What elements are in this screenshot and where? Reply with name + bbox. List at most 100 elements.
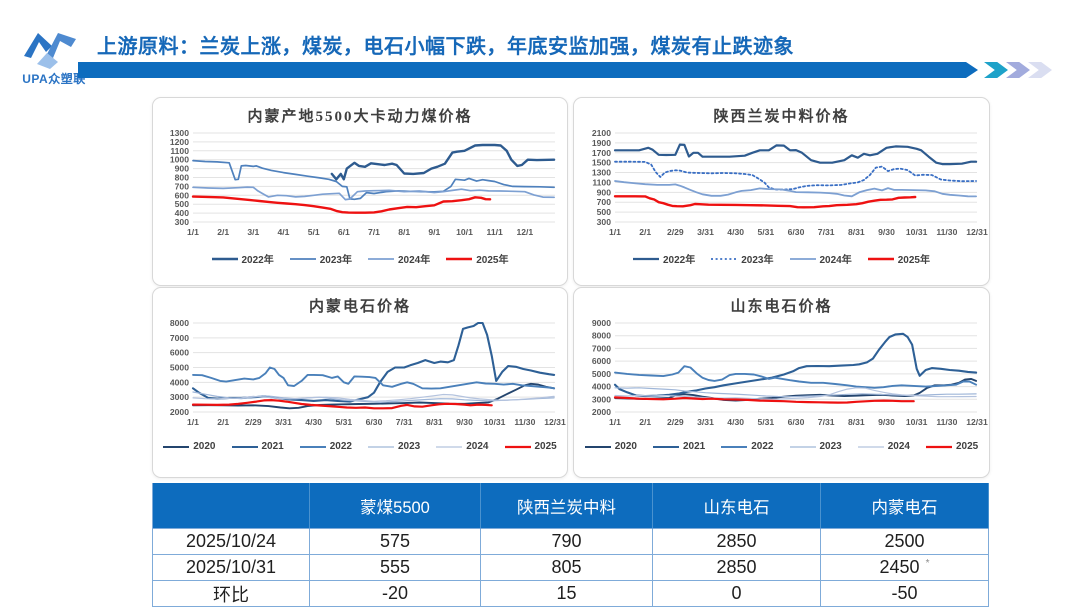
legend-line-icon [867, 257, 894, 260]
x-axis-tick-label: 2/1 [639, 417, 651, 427]
legend-label: 2022年 [663, 255, 696, 266]
chevron-icon [1028, 62, 1052, 78]
series-line-2021 [613, 332, 977, 398]
chart-title: 内蒙产地5500大卡动力煤价格 [247, 109, 473, 125]
x-axis-tick-label: 5/31 [757, 417, 774, 427]
y-axis-tick-label: 3000 [170, 392, 189, 402]
legend-label: 2023 [819, 441, 842, 452]
legend-item-2020: 2020 [584, 441, 637, 452]
x-axis-tick-label: 12/31 [966, 227, 988, 237]
chart-plot-area: 2000 3000 4000 5000 6000 7000 8000 9000 1/1 2/1 2/… [577, 318, 987, 438]
chart-title: 陕西兰炭中料价格 [713, 109, 850, 125]
y-axis-tick-label: 1900 [591, 138, 610, 148]
x-axis-tick-label: 2/29 [245, 417, 262, 427]
x-axis-tick-label: 9/30 [878, 417, 895, 427]
legend-item-2025年: 2025年 [867, 251, 930, 266]
legend-line-icon [857, 445, 884, 448]
chart-legend: 2022年 2023年 2024年 2025年 [574, 251, 989, 266]
legend-label: 2020 [193, 441, 216, 452]
series-line-2025 [191, 398, 493, 410]
legend-item-2022: 2022 [721, 441, 774, 452]
legend-line-icon [436, 445, 463, 448]
legend-item-2020: 2020 [163, 441, 216, 452]
y-axis-tick-label: 7000 [591, 343, 610, 353]
series-line-2023 [192, 391, 555, 404]
legend-label: 2021 [683, 441, 706, 452]
x-axis-tick-label: 6/30 [787, 227, 804, 237]
legend-item-2024: 2024 [857, 441, 910, 452]
table-cell: 2450 * [821, 555, 989, 581]
table-cell: 2850 [653, 529, 821, 555]
table-cell: 2500 [821, 529, 989, 555]
x-axis-tick-label: 11/30 [936, 417, 957, 427]
x-axis-tick-label: 1/1 [187, 417, 199, 427]
legend-label: 2022 [751, 441, 774, 452]
y-axis-tick-label: 1000 [170, 155, 189, 165]
table-cell: 575 [310, 529, 481, 555]
chevron-icon [1006, 62, 1030, 78]
table-header-cell: 山东电石 [653, 483, 821, 529]
series-line-2022年 [330, 143, 556, 181]
y-axis-tick-label: 9000 [591, 318, 610, 328]
y-axis-tick-label: 1500 [591, 158, 610, 168]
x-axis-tick-label: 8/31 [426, 417, 443, 427]
chart-panel-shaanxi-semicoke: 陕西兰炭中料价格 300 500 700 900 1100 1300 1500 1700 190… [573, 97, 990, 286]
legend-label: 2025年 [476, 255, 509, 266]
x-axis-tick-label: 10/1 [456, 227, 473, 237]
table-row-label: 环比 [153, 581, 310, 607]
legend-label: 2023年 [741, 255, 774, 266]
legend-line-icon [289, 257, 316, 260]
x-axis-tick-label: 5/31 [757, 227, 774, 237]
x-axis-tick-label: 7/31 [817, 417, 834, 427]
x-axis-tick-label: 12/1 [516, 227, 533, 237]
table-row-label: 2025/10/31 [153, 555, 310, 581]
x-axis-tick-label: 3/31 [697, 417, 714, 427]
legend-item-2023: 2023 [368, 441, 420, 452]
chart-title: 山东电石价格 [730, 299, 833, 315]
chart-plot-area: 300 500 700 900 1100 1300 1500 1700 1900 2100 1/1 2… [577, 128, 988, 248]
x-axis-tick-label: 6/30 [366, 417, 383, 427]
series-line-2025年 [191, 195, 492, 214]
series-line-2025年 [613, 195, 916, 209]
x-axis-tick-label: 7/1 [368, 227, 380, 237]
y-axis-tick-label: 300 [175, 217, 190, 227]
chart-plot-area: 300 400 500 600 700 800 900 1000 1100 1200 1300 1/1… [156, 128, 564, 248]
legend-line-icon [584, 445, 611, 448]
chevron-icon [984, 62, 1008, 78]
series-line-2024年 [613, 180, 977, 198]
legend-label: 2025 [534, 441, 557, 452]
x-axis-tick-label: 4/1 [278, 227, 290, 237]
x-axis-tick-label: 8/31 [847, 227, 864, 237]
legend-label: 2022年 [241, 255, 274, 266]
y-axis-tick-label: 8000 [591, 331, 610, 341]
x-axis-tick-label: 9/30 [878, 227, 895, 237]
table-row: 2025/10/24 575 790 2850 2500 [153, 529, 989, 555]
page-title: 上游原料：兰炭上涨，煤炭，电石小幅下跌，年底安监加强，煤炭有止跌迹象 [97, 36, 794, 58]
x-axis-tick-label: 3/31 [275, 417, 292, 427]
y-axis-tick-label: 2000 [170, 407, 189, 417]
table-cell: -20 [310, 581, 481, 607]
legend-label: 2023年 [319, 255, 352, 266]
x-axis-tick-label: 2/29 [666, 227, 683, 237]
legend-item-2025年: 2025年 [446, 251, 509, 266]
series-line-2022 [192, 366, 556, 390]
legend-label: 2020 [614, 441, 637, 452]
table-header-cell: 内蒙电石 [821, 483, 989, 529]
y-axis-tick-label: 2100 [591, 128, 610, 138]
y-axis-tick-label: 1100 [592, 177, 611, 187]
x-axis-tick-label: 2/29 [666, 417, 683, 427]
chart-panel-mengmei-coal: 内蒙产地5500大卡动力煤价格 300 400 500 600 700 800 900 100… [152, 97, 568, 286]
legend-line-icon [721, 445, 748, 448]
legend-label: 2023 [398, 441, 421, 452]
legend-line-icon [711, 257, 738, 260]
legend-label: 2025 [956, 441, 979, 452]
legend-line-icon [789, 445, 816, 448]
legend-line-icon [926, 445, 952, 448]
series-line-2020 [192, 382, 556, 410]
x-axis-tick-label: 3/1 [247, 227, 259, 237]
table-cell: 805 [481, 555, 653, 581]
legend-item-2021: 2021 [231, 441, 284, 452]
y-axis-tick-label: 700 [175, 181, 190, 191]
x-axis-tick-label: 12/31 [544, 417, 566, 427]
